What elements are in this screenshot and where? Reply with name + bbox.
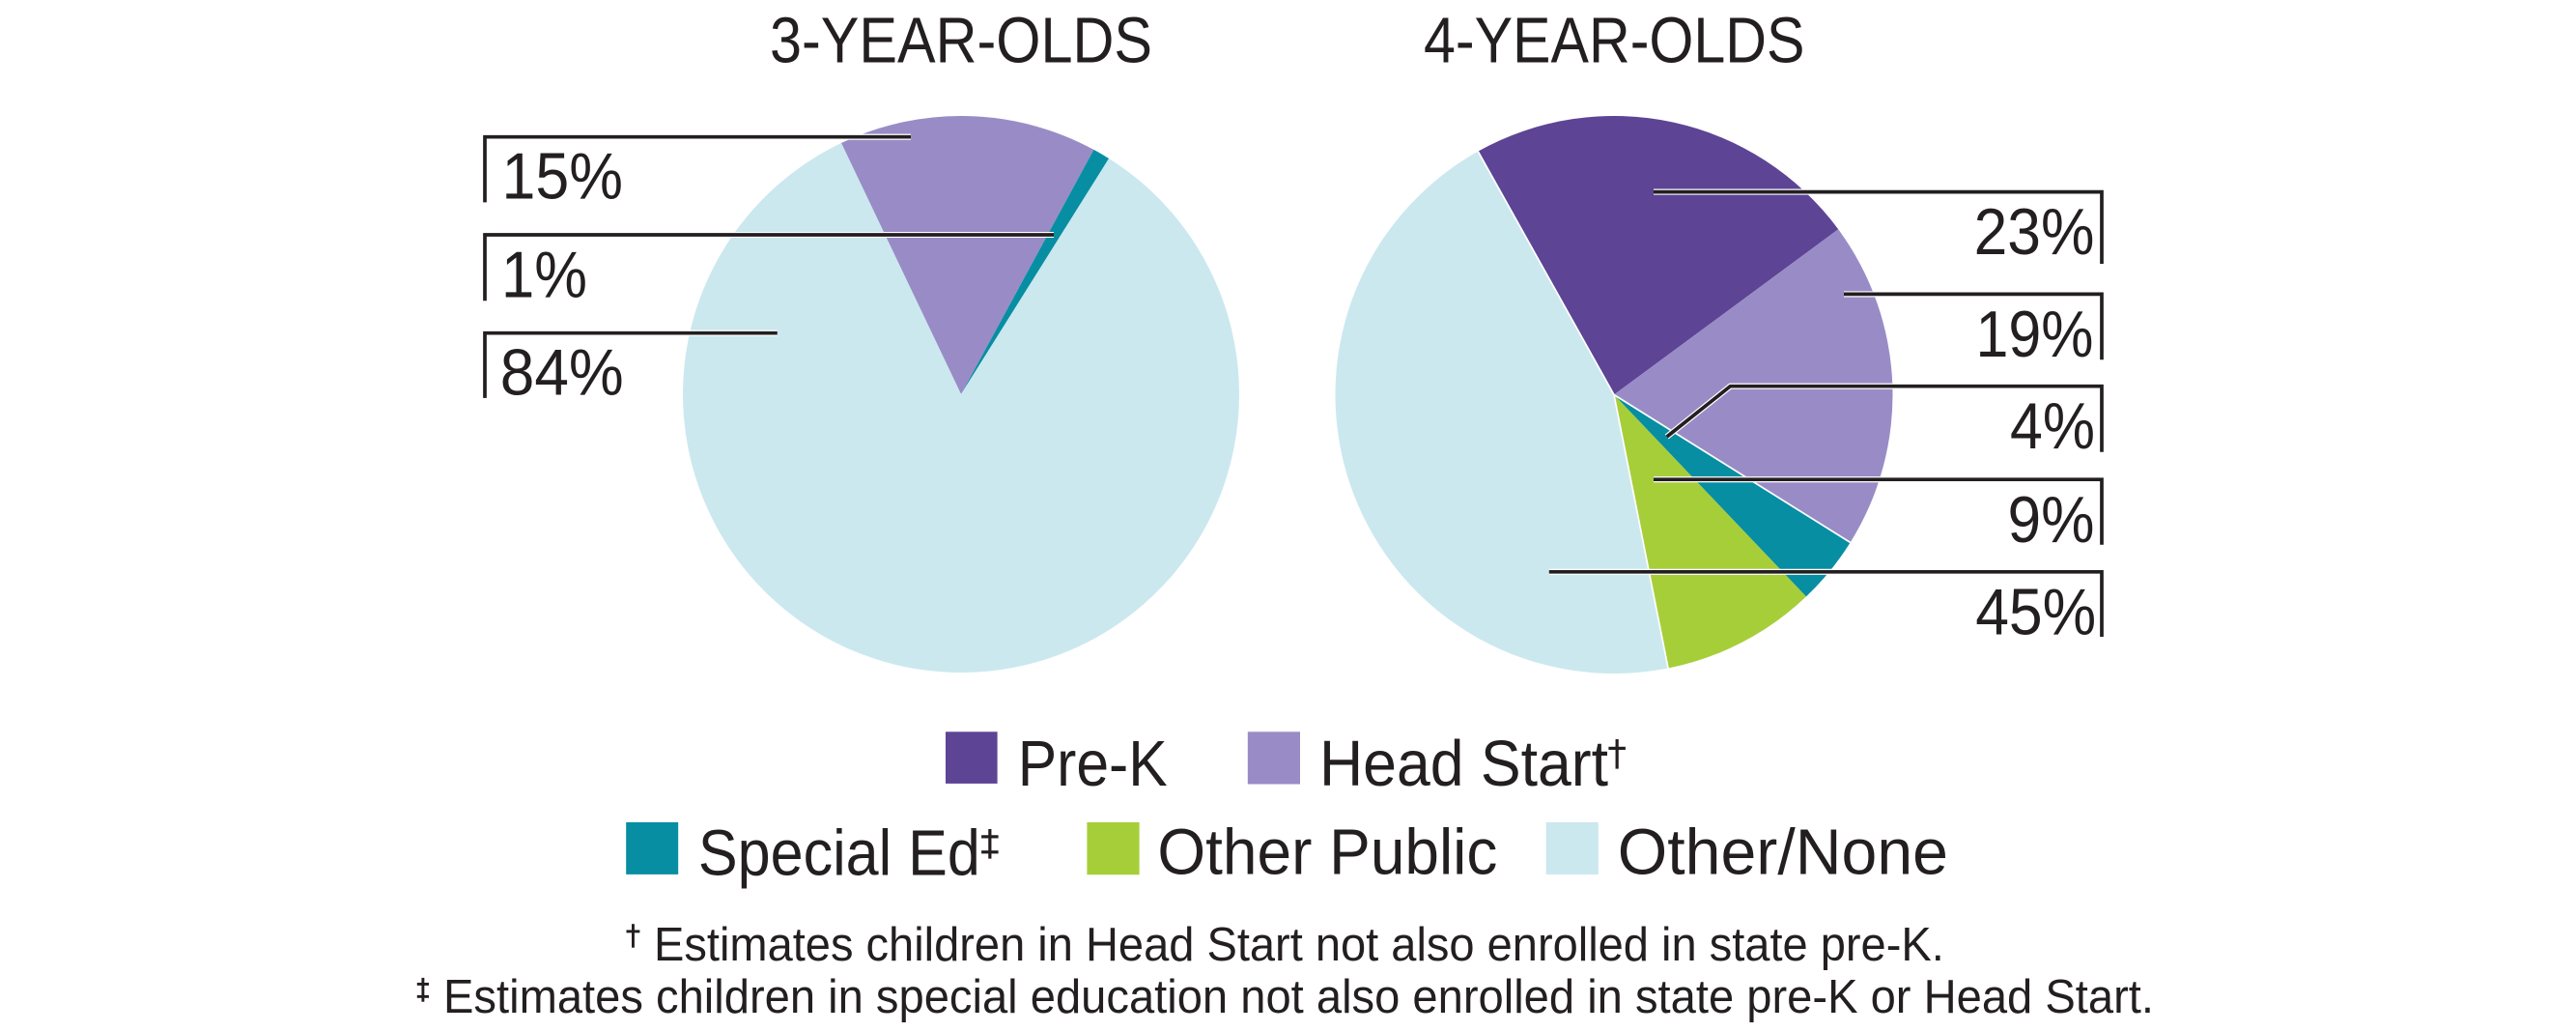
svg-text:9%: 9%: [2008, 484, 2095, 557]
svg-text:15%: 15%: [502, 141, 624, 214]
svg-text:23%: 23%: [1974, 196, 2095, 269]
svg-text:1%: 1%: [501, 240, 587, 312]
svg-text:Estimates children in Head Sta: Estimates children in Head Start not als…: [654, 918, 1944, 971]
svg-text:Head Start: Head Start: [1319, 728, 1608, 800]
svg-text:4-YEAR-OLDS: 4-YEAR-OLDS: [1424, 5, 1805, 77]
svg-text:Other Public: Other Public: [1157, 817, 1497, 889]
svg-text:Pre-K: Pre-K: [1018, 728, 1168, 800]
svg-text:3-YEAR-OLDS: 3-YEAR-OLDS: [770, 5, 1152, 77]
svg-text:19%: 19%: [1976, 299, 2094, 371]
svg-text:45%: 45%: [1975, 576, 2096, 648]
svg-text:Other/None: Other/None: [1618, 817, 1948, 889]
svg-text:Special Ed: Special Ed: [698, 817, 980, 890]
svg-text:84%: 84%: [500, 337, 624, 410]
svg-text:Estimates children in special: Estimates children in special education …: [443, 970, 2154, 1023]
svg-text:4%: 4%: [2010, 390, 2095, 463]
